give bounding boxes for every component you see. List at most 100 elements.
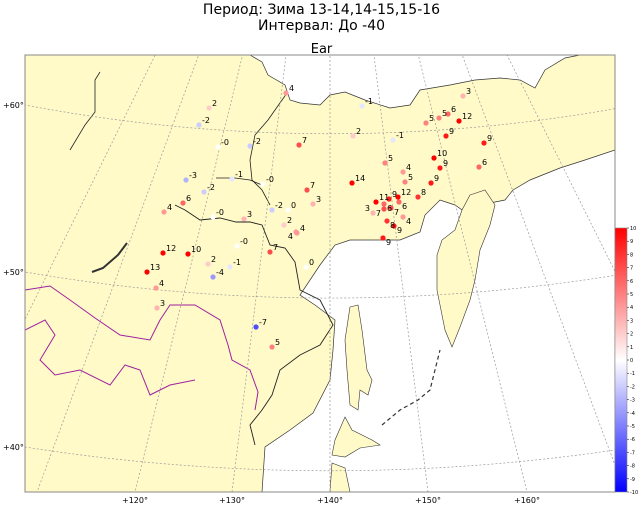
station-marker — [247, 143, 253, 149]
map-subtitle: Ear — [310, 42, 333, 57]
station-marker — [310, 201, 316, 207]
station-marker — [201, 189, 207, 195]
station-label: -4 — [216, 268, 224, 277]
lat-tick-label: +50° — [3, 268, 24, 277]
station-label: 6 — [402, 202, 407, 211]
colorbar-tick-label: 1 — [630, 345, 633, 351]
station-marker — [400, 214, 406, 220]
station-label: 12 — [166, 244, 176, 253]
station-label: -1 — [365, 97, 373, 106]
meridian-line — [231, 55, 287, 492]
lat-tick-label: +60° — [3, 101, 24, 110]
station-label: 10 — [437, 149, 447, 158]
station-marker — [206, 105, 212, 111]
station-label: 5 — [388, 154, 393, 163]
title-period: Период: Зима 13-14,14-15,15-16 — [202, 2, 441, 18]
lake-baikal — [91, 242, 128, 273]
station-marker — [304, 187, 310, 193]
station-label: 13 — [150, 263, 160, 272]
station-marker — [269, 344, 275, 350]
station-marker — [183, 177, 189, 183]
station-label: -7 — [259, 318, 267, 327]
colorbar-tick-label: 4 — [630, 305, 633, 311]
colorbar-tick-label: -8 — [630, 464, 635, 470]
station-marker — [436, 115, 442, 121]
station-label: 12 — [401, 188, 411, 197]
station-label: 0 — [309, 258, 314, 267]
station-label: -1 — [396, 131, 404, 140]
colorbar-tick-label: 0 — [630, 358, 633, 364]
kuril-islands — [381, 349, 441, 426]
station-label: 7 — [310, 181, 315, 190]
station-label: 9 — [386, 238, 391, 247]
lon-tick-label: +150° — [415, 496, 441, 505]
station-label: 4 — [406, 163, 411, 172]
station-marker — [229, 176, 235, 182]
station-marker — [215, 144, 221, 150]
station-marker — [395, 194, 401, 200]
station-label: 2 — [212, 99, 217, 108]
honshu — [329, 462, 351, 492]
station-marker — [380, 235, 386, 241]
station-label: 2 — [356, 127, 361, 136]
title-interval: Интервал: До -40 — [257, 18, 386, 34]
station-label: -0 — [221, 138, 229, 147]
station-label: 10 — [191, 245, 201, 254]
lon-tick-label: +130° — [219, 496, 245, 505]
station-marker — [285, 207, 291, 213]
station-label: 3 — [160, 299, 165, 308]
station-label: 7 — [376, 209, 381, 218]
station-marker — [384, 218, 390, 224]
station-marker — [402, 179, 408, 185]
station-marker — [443, 133, 449, 139]
station-label: 6 — [451, 105, 456, 114]
station-marker — [210, 214, 216, 220]
colorbar-tick-label: -4 — [630, 411, 635, 417]
meridian-line — [461, 55, 615, 467]
station-marker — [400, 169, 406, 175]
colorbar-tick-label: 3 — [630, 318, 633, 324]
hokkaido — [331, 416, 381, 458]
station-marker — [373, 199, 379, 205]
station-label: 9 — [487, 134, 492, 143]
station-marker — [161, 209, 167, 215]
station-label: 5 — [408, 173, 413, 182]
colorbar-tick-label: 9 — [630, 239, 633, 245]
colorbar-tick-label: -2 — [630, 384, 635, 390]
station-label: 3 — [365, 204, 370, 213]
station-label: 9 — [397, 226, 402, 235]
russia-china-border — [174, 204, 334, 446]
station-marker — [205, 261, 211, 267]
station-marker — [390, 137, 396, 143]
meridian-line — [25, 55, 156, 321]
colorbar-tick-label: 5 — [630, 292, 633, 298]
river-2 — [216, 177, 263, 186]
lat-tick-label: +40° — [3, 443, 24, 452]
station-label: 4 — [288, 232, 293, 241]
sakhalin — [344, 304, 373, 411]
river — [249, 92, 288, 206]
station-label: 4 — [167, 203, 172, 212]
station-label: 0 — [291, 201, 296, 210]
station-label: -1 — [235, 170, 243, 179]
lon-tick-label: +160° — [514, 496, 540, 505]
station-marker — [431, 155, 437, 161]
colorbar-tick-label: -7 — [630, 450, 635, 456]
station-marker — [481, 140, 487, 146]
station-label: -3 — [189, 171, 197, 180]
station-label: 2 — [287, 216, 292, 225]
lon-tick-label: +120° — [122, 496, 148, 505]
station-label: 7 — [273, 243, 278, 252]
station-marker — [428, 180, 434, 186]
station-label: 9 — [392, 190, 397, 199]
station-label: 4 — [289, 84, 294, 93]
station-label: -0 — [266, 175, 274, 184]
station-marker — [293, 229, 299, 235]
station-marker — [303, 264, 309, 270]
station-marker — [185, 251, 191, 257]
station-marker — [415, 194, 421, 200]
colorbar-tick-label: -5 — [630, 424, 635, 430]
station-label: -1 — [233, 258, 241, 267]
colorbar-tick-label: 7 — [630, 266, 633, 272]
station-marker — [269, 207, 275, 213]
